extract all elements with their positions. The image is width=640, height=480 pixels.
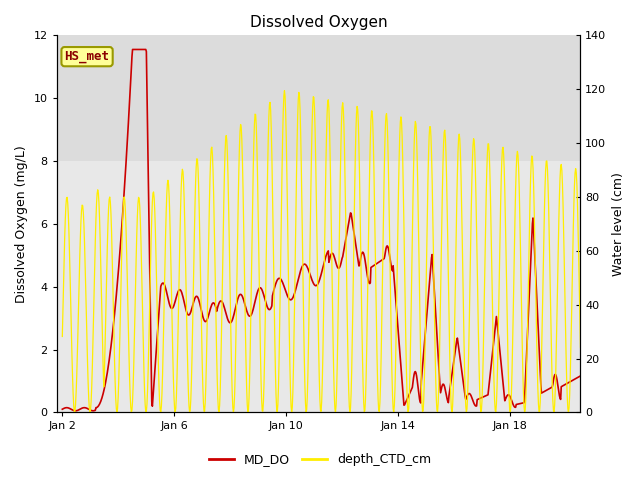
Title: Dissolved Oxygen: Dissolved Oxygen (250, 15, 387, 30)
Bar (57, 161, 580, 412)
Text: HS_met: HS_met (65, 50, 109, 63)
Y-axis label: Water level (cm): Water level (cm) (612, 172, 625, 276)
Bar (57, 36, 580, 161)
Y-axis label: Dissolved Oxygen (mg/L): Dissolved Oxygen (mg/L) (15, 145, 28, 303)
Legend: MD_DO, depth_CTD_cm: MD_DO, depth_CTD_cm (204, 448, 436, 471)
